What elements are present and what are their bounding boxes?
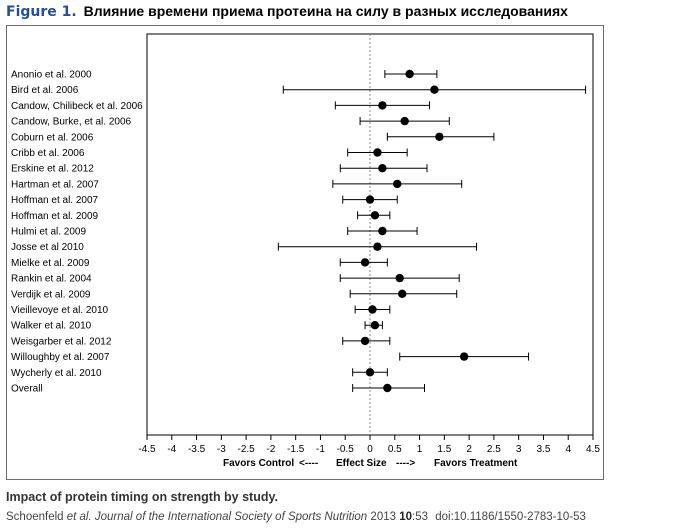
x-tick-label: 3 xyxy=(516,444,522,455)
x-tick-label: -1 xyxy=(316,444,325,455)
effect-point xyxy=(395,273,404,283)
citation-etal: et al. xyxy=(66,511,92,523)
citation-doi: doi:10.1186/1550-2783-10-53 xyxy=(435,511,586,523)
study-label: Wycherly et al. 2010 xyxy=(11,368,102,379)
study-label: Cribb et al. 2006 xyxy=(11,148,85,159)
study-label: Walker et al. 2010 xyxy=(11,321,92,332)
effect-point xyxy=(378,101,387,110)
x-tick-label: 1.5 xyxy=(437,444,451,455)
study-label: Candow, Chilibeck et al. 2006 xyxy=(11,101,143,112)
effect-point xyxy=(360,258,370,267)
xlabel-favors-treatment: Favors Treatment xyxy=(434,458,518,469)
x-tick-label: -4 xyxy=(167,444,176,455)
study-label: Coburn et al. 2006 xyxy=(11,132,94,143)
x-tick-label: 2 xyxy=(466,444,472,455)
xlabel-left-arrow: <---- xyxy=(299,458,318,469)
x-tick-label: -3 xyxy=(217,444,226,455)
forest-plot: -4.5 -4 -3.5 -3 -2.5 -2 -1.5 -1 -0.5 0 0.5 1 1.5 2 2.5… xyxy=(11,33,600,469)
effect-point xyxy=(405,69,414,79)
xlabel-favors-control: Favors Control xyxy=(223,458,294,469)
effect-point xyxy=(370,211,380,220)
study-label: Weisgarber et al. 2012 xyxy=(11,336,112,347)
xlabel-effect-size: Effect Size xyxy=(336,458,387,469)
study-label: Erskine et al. 2012 xyxy=(11,164,94,175)
citation-year: 2013 xyxy=(370,511,397,523)
citation: Schoenfeld et al. Journal of the Interna… xyxy=(6,511,586,523)
caption-title: Impact of protein timing on strength by … xyxy=(6,490,278,504)
effect-point xyxy=(368,305,377,314)
effect-point xyxy=(373,242,382,251)
study-label: Hoffman et al. 2007 xyxy=(11,195,99,206)
effect-point xyxy=(365,195,375,204)
figure-label: Figure 1. xyxy=(6,4,77,20)
study-label: Hartman et al. 2007 xyxy=(11,179,99,190)
study-label: Josse et al 2010 xyxy=(11,242,84,253)
effect-point xyxy=(398,289,407,298)
study-label: Mielke et al. 2009 xyxy=(11,258,90,269)
citation-volume: 10 xyxy=(399,511,413,523)
effect-point xyxy=(435,132,444,141)
x-tick-label: 1 xyxy=(417,444,423,455)
x-tick-label: -4.5 xyxy=(138,444,156,455)
study-label: Bird et al. 2006 xyxy=(11,85,79,96)
x-tick-label: 2.5 xyxy=(487,444,501,455)
effect-point xyxy=(378,226,387,236)
citation-article: :53 xyxy=(412,511,429,523)
x-tick-label: -0.5 xyxy=(337,444,355,455)
study-label: Rankin et al. 2004 xyxy=(11,274,92,285)
study-label: Overall xyxy=(11,384,43,395)
citation-journal: Journal of the International Society of … xyxy=(94,511,368,523)
figure-title-text: Влияние времени приема протеина на силу … xyxy=(83,3,568,19)
x-tick-label: -2 xyxy=(266,444,275,455)
effect-point xyxy=(370,321,380,330)
study-label: Hulmi et al. 2009 xyxy=(11,227,86,238)
x-tick-label: 3.5 xyxy=(536,444,550,455)
effect-point xyxy=(400,116,409,126)
study-label: Hoffman et al. 2009 xyxy=(11,211,99,222)
xlabel-right-arrow: ----> xyxy=(396,458,415,469)
effect-point xyxy=(373,148,382,157)
effect-point xyxy=(378,164,387,173)
effect-point xyxy=(430,85,439,94)
study-label: Vieillevoye et al. 2010 xyxy=(11,305,109,316)
x-tick-label: -3.5 xyxy=(188,444,206,455)
effect-point xyxy=(459,352,469,361)
x-tick-label: 4 xyxy=(565,444,571,455)
study-label: Willoughby et al. 2007 xyxy=(11,352,110,363)
citation-authors: Schoenfeld xyxy=(6,511,64,523)
effect-point xyxy=(365,368,375,377)
study-label: Candow, Burke, et al. 2006 xyxy=(11,117,132,128)
study-label: Anonio et al. 2000 xyxy=(11,70,92,81)
effect-point xyxy=(393,179,402,189)
effect-point xyxy=(360,336,370,346)
x-tick-label: 0.5 xyxy=(388,444,402,455)
x-tick-label: 0 xyxy=(367,444,373,455)
x-tick-label: -2.5 xyxy=(237,444,255,455)
effect-point xyxy=(383,383,392,393)
x-tick-label: -1.5 xyxy=(287,444,305,455)
study-label: Verdijk et al. 2009 xyxy=(11,289,91,300)
chart-frame: -4.5 -4 -3.5 -3 -2.5 -2 -1.5 -1 -0.5 0 0.5 1 1.5 2 2.5… xyxy=(6,25,604,480)
x-tick-label: 4.5 xyxy=(586,444,600,455)
figure-title: Figure 1. Влияние времени приема протеин… xyxy=(6,3,568,20)
